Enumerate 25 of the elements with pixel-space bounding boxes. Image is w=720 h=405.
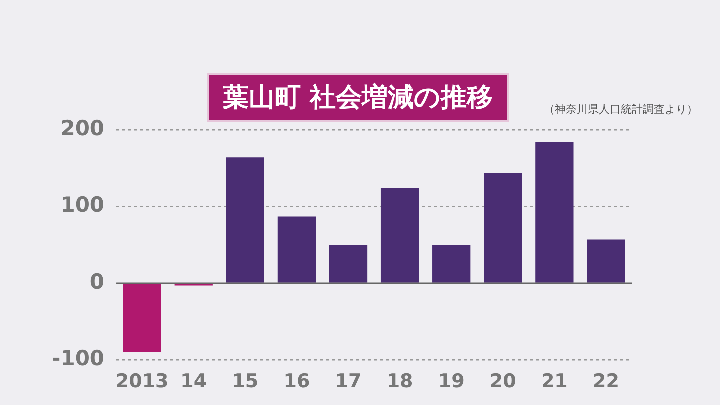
bar [484, 172, 522, 283]
text: （神奈川県人口統計調査より） [544, 102, 698, 117]
bar [432, 245, 471, 283]
bar [380, 188, 420, 283]
chart-title: 葉山町 社会増減の推移 [207, 73, 510, 122]
bar [536, 142, 574, 283]
x-tick-label: 20 [490, 370, 516, 393]
x-tick-label: 14 [180, 370, 208, 393]
bar [226, 158, 264, 283]
x-tick-label: 16 [284, 370, 310, 393]
x-tick-label: 2013 [116, 370, 169, 393]
x-tick-label: 17 [335, 370, 362, 393]
x-tick-label: 19 [438, 370, 465, 393]
y-tick-label: -100 [52, 346, 105, 371]
x-tick-label: 18 [386, 370, 414, 393]
bar [587, 240, 626, 283]
y-tick-label: 0 [90, 270, 105, 294]
bar [278, 216, 316, 283]
x-tick-label: 22 [593, 370, 620, 393]
y-tick-label: 200 [60, 116, 105, 140]
x-tick-label: 15 [232, 370, 259, 393]
x-tick-label: 21 [541, 370, 568, 393]
y-tick-label: 100 [60, 193, 105, 218]
bar [329, 245, 368, 283]
bar [123, 284, 162, 353]
